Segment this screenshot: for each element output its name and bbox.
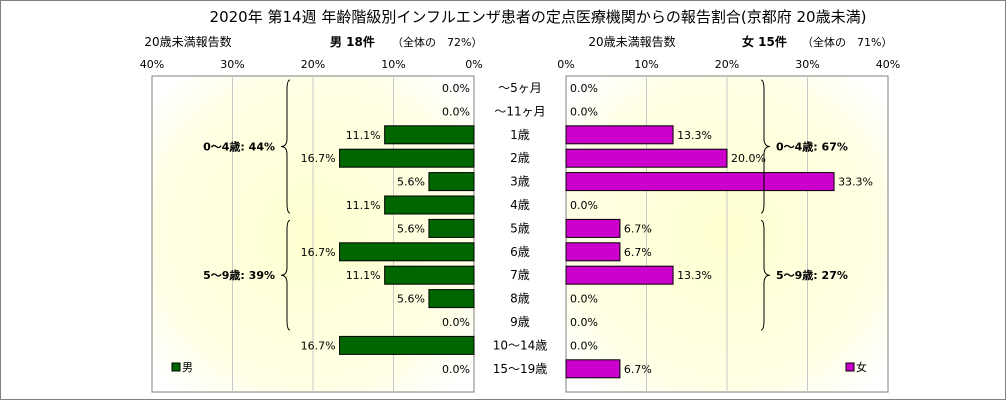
male-value-label: 0.0% — [442, 105, 470, 118]
right-tick-label: 0% — [557, 58, 574, 71]
right-tick-label: 30% — [795, 58, 819, 71]
category-label: 7歳 — [510, 268, 530, 282]
female-value-label: 6.7% — [624, 363, 652, 376]
female-bar — [565, 359, 621, 379]
male-group-label: 5～9歳: 39% — [203, 268, 275, 282]
category-label: 8歳 — [510, 292, 530, 306]
left-tick-label: 30% — [220, 58, 244, 71]
female-group-bracket — [760, 79, 771, 214]
male-value-label: 0.0% — [442, 316, 470, 329]
male-group-label: 0～4歳: 44% — [203, 140, 275, 154]
left-tick-label: 0% — [465, 58, 482, 71]
male-value-label: 16.7% — [301, 246, 336, 259]
male-value-label: 16.7% — [301, 339, 336, 352]
male-value-label: 16.7% — [301, 152, 336, 165]
right-summary-label: 女 15件 — [742, 34, 787, 49]
right-axis-title: 20歳未満報告数 — [588, 34, 675, 49]
category-label: 1歳 — [510, 128, 530, 142]
female-value-label: 0.0% — [570, 105, 598, 118]
chart-title: 2020年 第14週 年齢階級別インフルエンザ患者の定点医療機関からの報告割合(… — [210, 8, 867, 26]
female-bar — [565, 265, 674, 285]
female-value-label: 6.7% — [624, 222, 652, 235]
female-value-label: 6.7% — [624, 246, 652, 259]
left-summary-label: 男 18件 — [330, 34, 375, 49]
male-value-label: 5.6% — [397, 293, 425, 306]
male-value-label: 0.0% — [442, 82, 470, 95]
male-value-label: 11.1% — [346, 269, 381, 282]
female-group-label: 5～9歳: 27% — [776, 268, 848, 282]
male-value-label: 11.1% — [346, 199, 381, 212]
male-bar — [339, 242, 475, 262]
female-bar — [565, 148, 728, 168]
male-bar — [339, 335, 475, 355]
male-bar — [428, 289, 475, 309]
category-label: ～5ヶ月 — [498, 81, 542, 95]
female-group-label: 0～4歳: 67% — [776, 140, 848, 154]
female-value-label: 13.3% — [677, 269, 712, 282]
category-label: 15～19歳 — [493, 362, 548, 376]
female-value-label: 33.3% — [838, 176, 873, 189]
female-value-label: 0.0% — [570, 339, 598, 352]
left-tick-label: 40% — [140, 58, 164, 71]
male-group-bracket — [280, 219, 291, 331]
female-value-label: 0.0% — [570, 199, 598, 212]
male-bar — [384, 195, 475, 215]
male-value-label: 11.1% — [346, 129, 381, 142]
male-bar — [384, 125, 475, 145]
female-value-label: 0.0% — [570, 82, 598, 95]
left-tick-label: 10% — [381, 58, 405, 71]
female-group-bracket — [760, 219, 771, 331]
right-tick-label: 10% — [634, 58, 658, 71]
female-value-label: 0.0% — [570, 316, 598, 329]
male-bar — [428, 218, 475, 238]
left-axis-title: 20歳未満報告数 — [144, 34, 231, 49]
female-legend-label: 女 — [856, 360, 867, 374]
male-legend-label: 男 — [182, 361, 193, 374]
female-bar — [565, 172, 835, 192]
male-value-label: 0.0% — [442, 363, 470, 376]
left-summary-share: （全体の 72%） — [392, 35, 482, 49]
male-legend-swatch — [171, 362, 181, 372]
female-bar — [565, 218, 621, 238]
category-label: 6歳 — [510, 245, 530, 259]
right-tick-label: 40% — [876, 58, 900, 71]
category-label: 3歳 — [510, 175, 530, 189]
category-label: 5歳 — [510, 221, 530, 235]
female-value-label: 20.0% — [731, 152, 766, 165]
female-legend-swatch — [845, 362, 855, 372]
category-label: 9歳 — [510, 315, 530, 329]
female-bar — [565, 242, 621, 262]
female-bar — [565, 125, 674, 145]
female-value-label: 13.3% — [677, 129, 712, 142]
category-label: 10～14歳 — [493, 338, 548, 352]
right-summary-share: （全体の 71%） — [802, 35, 892, 49]
male-bar — [428, 172, 475, 192]
male-group-bracket — [280, 79, 291, 214]
male-value-label: 5.6% — [397, 176, 425, 189]
category-label: 2歳 — [510, 151, 530, 165]
right-tick-label: 20% — [715, 58, 739, 71]
male-bar — [384, 265, 475, 285]
male-value-label: 5.6% — [397, 222, 425, 235]
category-label: 4歳 — [510, 198, 530, 212]
male-bar — [339, 148, 475, 168]
left-tick-label: 20% — [301, 58, 325, 71]
female-value-label: 0.0% — [570, 293, 598, 306]
category-label: ～11ヶ月 — [494, 104, 545, 118]
